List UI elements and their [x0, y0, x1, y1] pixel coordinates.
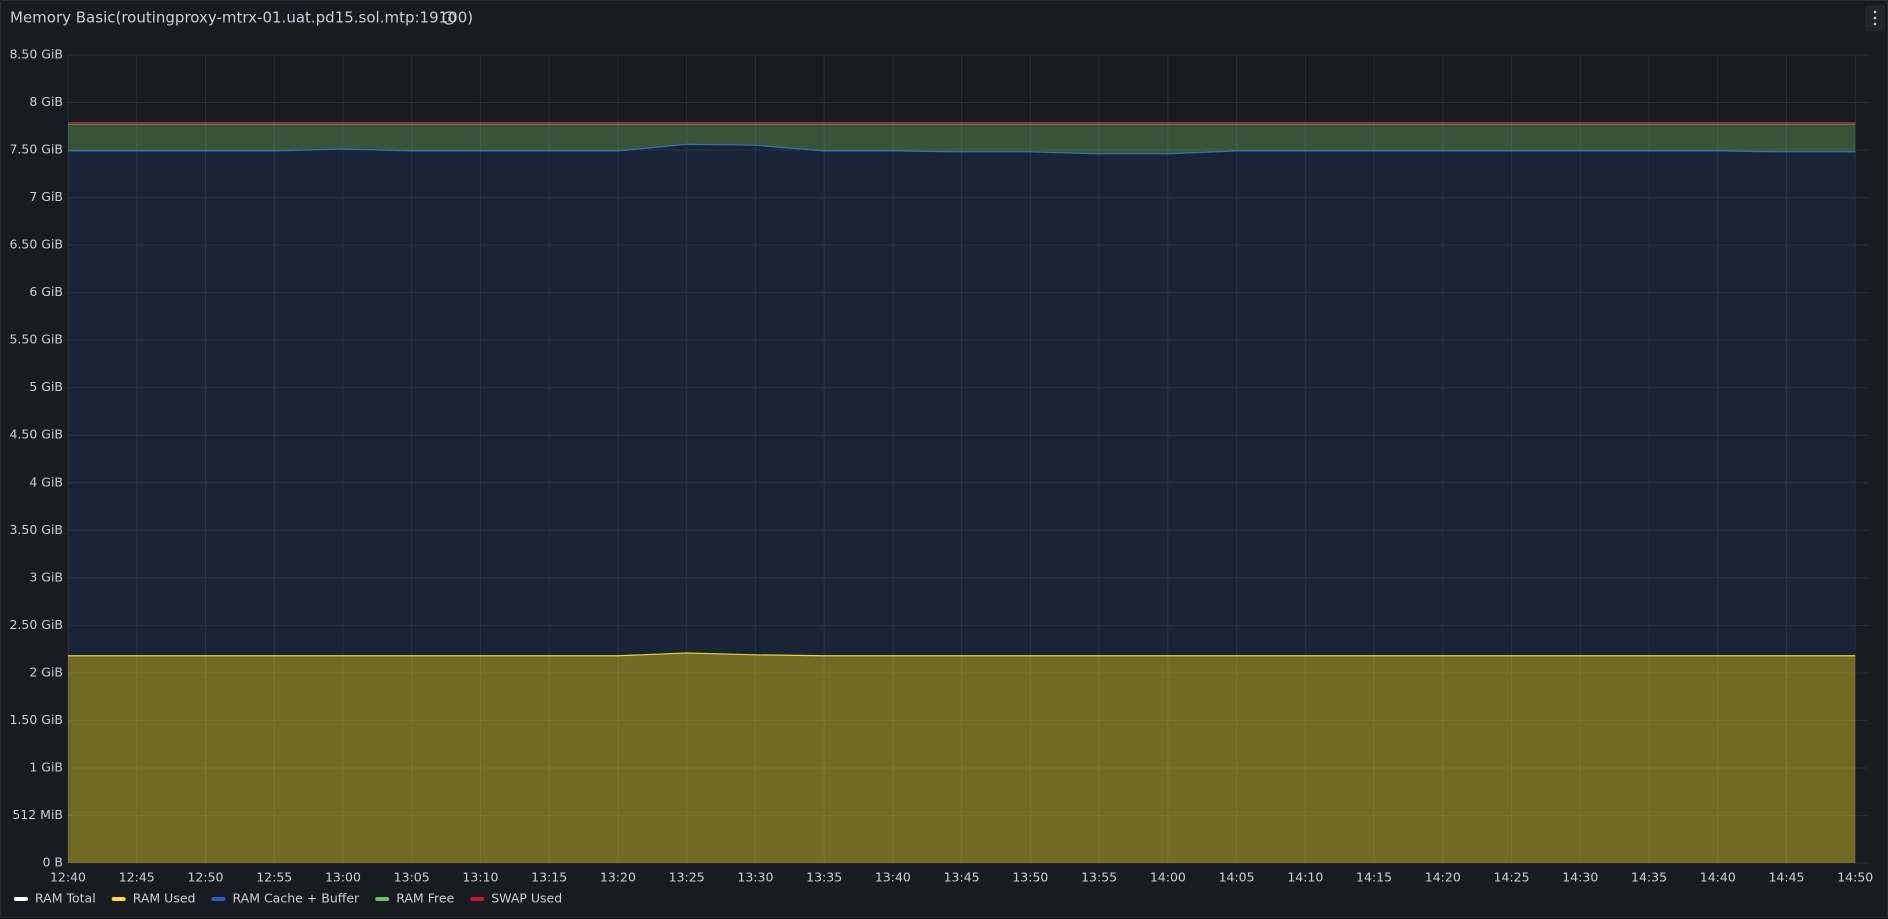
x-tick-label: 14:15	[1356, 870, 1392, 885]
x-tick-label: 13:25	[669, 870, 705, 885]
info-icon[interactable]	[442, 11, 456, 25]
y-tick-label: 1.50 GiB	[9, 712, 63, 727]
y-tick-label: 4 GiB	[29, 474, 63, 489]
plot-area	[68, 122, 1856, 863]
y-tick-label: 1 GiB	[29, 759, 63, 774]
x-tick-label: 13:35	[806, 870, 842, 885]
x-tick-label: 13:15	[531, 870, 567, 885]
x-tick-label: 12:55	[256, 870, 292, 885]
x-tick-label: 12:50	[187, 870, 223, 885]
legend: RAM Total RAM Used RAM Cache + Buffer RAM F…	[14, 891, 562, 906]
legend-swatch	[14, 897, 28, 901]
legend-swatch	[470, 897, 485, 901]
x-tick-label: 14:00	[1150, 870, 1186, 885]
panel-menu[interactable]	[1865, 5, 1885, 31]
x-tick-label: 14:05	[1219, 870, 1255, 885]
axes: 0 B 512 MiB 1 GiB 1.50 GiB 2 GiB 2.50 GiB 3 Gi…	[9, 47, 1873, 885]
y-tick-label: 5 GiB	[29, 379, 63, 394]
x-tick-label: 14:45	[1768, 870, 1804, 885]
grid	[67, 54, 1869, 864]
x-tick-label: 14:25	[1494, 870, 1530, 885]
x-tick-label: 12:45	[119, 870, 155, 885]
legend-item: RAM Used	[111, 891, 196, 906]
y-tick-label: 3.50 GiB	[9, 522, 63, 537]
y-tick-label: 3 GiB	[29, 569, 63, 584]
y-tick-label: 0 B	[42, 855, 63, 870]
series-area	[68, 123, 1856, 154]
legend-swatch	[211, 897, 226, 901]
legend-label: RAM Used	[133, 891, 196, 906]
x-tick-label: 13:20	[600, 870, 636, 885]
series-line	[68, 652, 1856, 657]
y-tick-label: 5.50 GiB	[9, 332, 63, 347]
y-tick-label: 8.50 GiB	[9, 47, 63, 62]
y-tick-label: 7.50 GiB	[9, 142, 63, 157]
x-tick-label: 13:55	[1081, 870, 1117, 885]
x-tick-label: 14:50	[1837, 870, 1873, 885]
legend-item: RAM Cache + Buffer	[211, 891, 360, 906]
legend-label: RAM Free	[396, 891, 454, 906]
series-line	[68, 143, 1856, 155]
legend-label: SWAP Used	[491, 891, 562, 906]
x-tick-label: 14:30	[1562, 870, 1598, 885]
series-area	[68, 144, 1856, 656]
legend-item: RAM Total	[14, 891, 96, 906]
y-tick-label: 6 GiB	[29, 284, 63, 299]
legend-label: RAM Total	[35, 891, 96, 906]
x-tick-label: 13:50	[1012, 870, 1048, 885]
y-tick-label: 2.50 GiB	[9, 617, 63, 632]
y-tick-label: 7 GiB	[29, 189, 63, 204]
x-tick-label: 13:45	[944, 870, 980, 885]
x-tick-label: 14:10	[1287, 870, 1323, 885]
series-area	[68, 652, 1856, 863]
x-tick-label: 14:20	[1425, 870, 1461, 885]
x-tick-label: 13:30	[737, 870, 773, 885]
x-tick-label: 13:00	[325, 870, 361, 885]
x-tick-label: 13:10	[462, 870, 498, 885]
x-tick-label: 14:35	[1631, 870, 1667, 885]
legend-label: RAM Cache + Buffer	[232, 891, 360, 906]
panel-title: Memory Basic(routingproxy-mtrx-01.uat.pd…	[10, 9, 473, 27]
x-tick-label: 14:40	[1700, 870, 1736, 885]
y-tick-label: 2 GiB	[29, 664, 63, 679]
legend-swatch	[111, 897, 126, 901]
legend-item: RAM Free	[375, 891, 455, 906]
x-tick-label: 13:40	[875, 870, 911, 885]
y-tick-label: 8 GiB	[29, 94, 63, 109]
legend-item: SWAP Used	[470, 891, 562, 906]
x-tick-label: 13:05	[394, 870, 430, 885]
y-tick-label: 6.50 GiB	[9, 237, 63, 252]
y-tick-label: 4.50 GiB	[9, 427, 63, 442]
x-tick-label: 12:40	[50, 870, 86, 885]
legend-swatch	[375, 897, 390, 901]
y-tick-label: 512 MiB	[12, 807, 63, 822]
